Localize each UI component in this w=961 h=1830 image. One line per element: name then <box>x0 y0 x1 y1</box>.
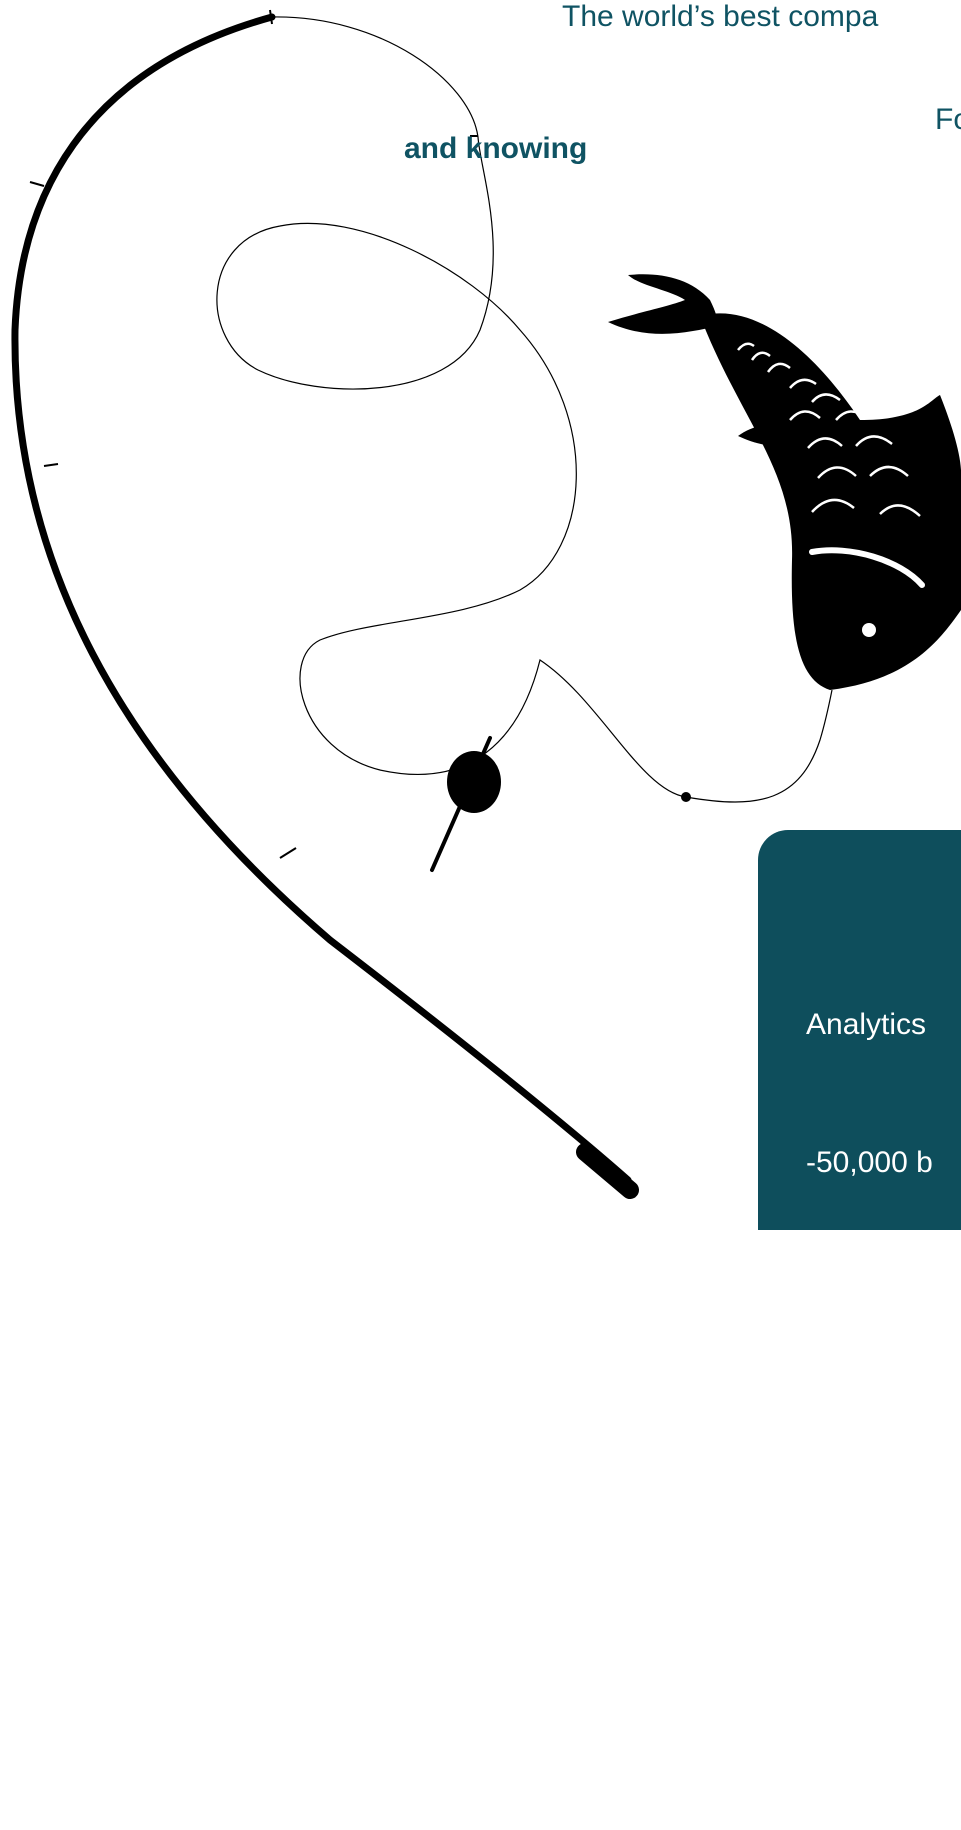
rod-guide <box>43 463 59 467</box>
headline-line-1: The world’s best compa <box>562 0 879 33</box>
fish <box>608 274 961 690</box>
fishing-line <box>216 16 833 803</box>
stats-item: -21 millio <box>806 1284 927 1317</box>
fish-eye <box>862 623 876 637</box>
rod-guide <box>269 9 273 25</box>
line-weight <box>681 792 691 802</box>
rod-guide <box>279 847 297 859</box>
fish-body <box>700 313 961 690</box>
stats-panel: Analytics -50,000 b -21 millio - Based o… <box>758 830 961 1731</box>
stats-item: - Based o <box>806 1422 935 1455</box>
fish-mouth <box>809 547 925 588</box>
stats-item: Analytics <box>806 1008 927 1041</box>
bobber <box>447 751 501 813</box>
headline-line-2: Fo <box>935 103 961 136</box>
headline-line-3: and knowing <box>404 132 588 165</box>
stats-item: Brand T <box>806 1560 929 1593</box>
stats-item: Attractiv <box>806 1698 930 1731</box>
rod-handle <box>576 1143 639 1199</box>
fish-scales <box>737 342 921 517</box>
fish-fin <box>738 424 805 446</box>
stats-item: -50,000 b <box>806 1146 933 1179</box>
fish-tail <box>608 274 718 334</box>
rod-guide <box>29 181 45 187</box>
fishing-rod <box>11 13 632 1184</box>
stats-list: Analytics -50,000 b -21 millio - Based o… <box>806 910 934 1830</box>
fishing-illustration <box>11 9 961 1199</box>
bobber-stick <box>430 736 492 872</box>
